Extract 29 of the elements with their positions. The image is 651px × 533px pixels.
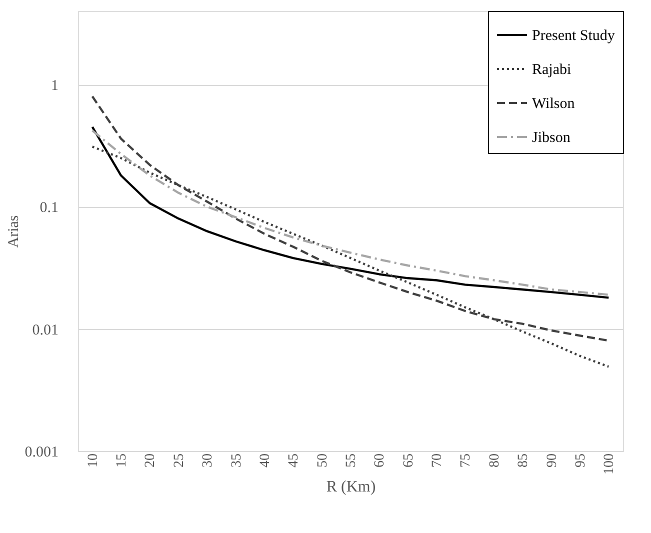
- y-tick-label: 0.001: [24, 444, 58, 460]
- legend-label: Present Study: [532, 28, 616, 44]
- x-tick-label: 10: [86, 454, 101, 468]
- x-tick-label: 80: [487, 454, 502, 468]
- x-tick-label: 95: [573, 454, 588, 468]
- x-axis-title: R (Km): [326, 478, 376, 496]
- x-tick-label: 55: [344, 454, 359, 468]
- x-tick-label: 35: [229, 454, 244, 468]
- legend-label: Jibson: [532, 130, 571, 146]
- x-tick-label: 60: [372, 454, 388, 468]
- y-axis-title: Arias: [6, 215, 22, 248]
- legend-label: Rajabi: [532, 62, 572, 78]
- y-tick-label: 0.01: [32, 322, 58, 338]
- legend-label: Wilson: [532, 96, 576, 112]
- y-tick-label: 0.1: [40, 200, 58, 216]
- x-tick-label: 85: [516, 454, 532, 468]
- x-tick-label: 65: [401, 454, 416, 468]
- x-tick-label: 70: [430, 454, 446, 468]
- x-tick-label: 90: [544, 454, 560, 468]
- x-tick-label: 50: [315, 454, 330, 468]
- x-tick-label: 40: [258, 454, 273, 468]
- x-tick-label: 45: [286, 454, 302, 468]
- x-tick-label: 15: [114, 454, 130, 468]
- x-tick-label: 25: [172, 454, 187, 468]
- x-tick-label: 30: [200, 454, 216, 468]
- x-tick-label: 20: [143, 454, 158, 468]
- x-tick-label: 75: [458, 454, 474, 468]
- y-tick-label: 1: [51, 78, 58, 94]
- x-tick-label: 100: [602, 454, 618, 474]
